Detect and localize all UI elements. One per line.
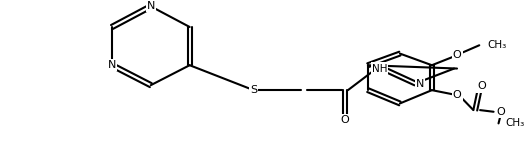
Text: O: O bbox=[453, 50, 462, 60]
Text: O: O bbox=[453, 90, 462, 100]
Text: CH₃: CH₃ bbox=[505, 118, 524, 128]
Text: N: N bbox=[147, 1, 155, 11]
Text: O: O bbox=[341, 115, 350, 125]
Text: NH: NH bbox=[372, 64, 387, 74]
Text: S: S bbox=[250, 85, 257, 95]
Text: CH₃: CH₃ bbox=[487, 40, 506, 50]
Text: O: O bbox=[477, 82, 486, 92]
Text: O: O bbox=[496, 107, 505, 117]
Text: N: N bbox=[108, 60, 116, 70]
Text: N: N bbox=[416, 79, 424, 88]
